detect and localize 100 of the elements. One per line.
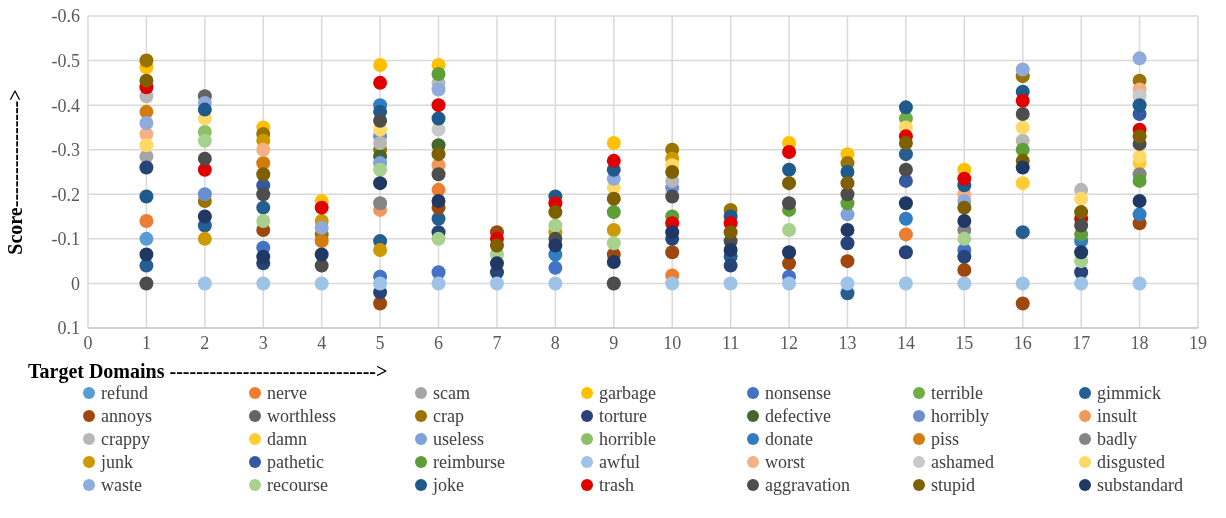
point (840, 236, 855, 251)
point (665, 245, 680, 260)
point (139, 53, 154, 68)
point (606, 236, 621, 251)
point (1015, 160, 1030, 175)
legend-label: refund (101, 383, 148, 403)
point (431, 82, 446, 97)
point (1015, 62, 1030, 77)
point (314, 276, 329, 291)
point (840, 176, 855, 191)
legend-label: insult (1097, 406, 1138, 426)
point (665, 189, 680, 204)
x-tick-label: 18 (1130, 332, 1149, 353)
point (548, 205, 563, 220)
point (898, 227, 913, 242)
legend-label: horrible (599, 429, 656, 449)
point (665, 225, 680, 240)
legend-label: horribly (931, 406, 989, 426)
x-tick-label: 8 (550, 332, 560, 353)
y-tick-label: 0 (71, 273, 80, 294)
point (139, 276, 154, 291)
point (373, 75, 388, 90)
point (957, 263, 972, 278)
x-tick-label: 1 (141, 332, 151, 353)
point (431, 147, 446, 162)
point (314, 247, 329, 262)
legend-label: donate (765, 429, 813, 449)
point (840, 222, 855, 237)
point (782, 176, 797, 191)
y-tick-label: -0.6 (51, 6, 80, 27)
point (1132, 98, 1147, 113)
point (606, 222, 621, 237)
point (256, 249, 271, 264)
point (489, 256, 504, 271)
point (898, 276, 913, 291)
legend-label: aggravation (765, 475, 850, 495)
point (197, 133, 212, 148)
point (139, 115, 154, 130)
point (1132, 129, 1147, 144)
point (373, 276, 388, 291)
x-tick-label: 6 (434, 332, 444, 353)
point (548, 260, 563, 275)
legend-label: pathetic (267, 452, 324, 472)
point (723, 225, 738, 240)
point (898, 245, 913, 260)
point (139, 247, 154, 262)
point (782, 245, 797, 260)
legend-label: junk (101, 452, 134, 472)
point (431, 66, 446, 81)
point (723, 276, 738, 291)
legend-label: nerve (267, 383, 307, 403)
legend-label: worthless (267, 406, 336, 426)
legend-label: useless (433, 429, 484, 449)
point (197, 187, 212, 202)
point (898, 162, 913, 177)
point (431, 167, 446, 182)
legend-label: badly (1097, 429, 1137, 449)
point (606, 255, 621, 270)
point (898, 136, 913, 151)
x-tick-label: 4 (317, 332, 327, 353)
point (197, 151, 212, 166)
legend-label: terrible (931, 383, 983, 403)
legend-label: ashamed (931, 452, 994, 472)
y-tick-label: -0.4 (51, 95, 80, 116)
point (957, 200, 972, 215)
legend-label: recourse (267, 475, 328, 495)
legend-label: joke (433, 475, 464, 495)
point (373, 162, 388, 177)
point (1015, 93, 1030, 108)
point (431, 193, 446, 208)
point (431, 276, 446, 291)
point (1015, 225, 1030, 240)
point (665, 165, 680, 179)
legend-label: stupid (931, 475, 976, 495)
legend-label: scam (433, 383, 470, 403)
y-tick-label: -0.5 (51, 50, 80, 71)
x-tick-label: 16 (1013, 332, 1032, 353)
point (373, 58, 388, 73)
point (489, 238, 504, 253)
x-tick-label: 11 (721, 332, 740, 353)
point (957, 171, 972, 186)
point (373, 176, 388, 191)
legend-label: waste (101, 475, 142, 495)
point (256, 167, 271, 182)
legend-label: torture (599, 406, 647, 426)
point (1132, 276, 1147, 291)
point (139, 160, 154, 175)
point (197, 162, 212, 177)
point (373, 243, 388, 257)
point (1132, 149, 1147, 164)
y-axis-title: Score----------------> (4, 89, 27, 255)
point (782, 144, 797, 159)
point (314, 220, 329, 235)
point (373, 113, 388, 128)
point (1015, 107, 1030, 122)
point (1074, 276, 1089, 291)
point (1015, 296, 1030, 311)
x-tick-label: 3 (258, 332, 268, 353)
point (606, 191, 621, 206)
point (314, 200, 329, 215)
